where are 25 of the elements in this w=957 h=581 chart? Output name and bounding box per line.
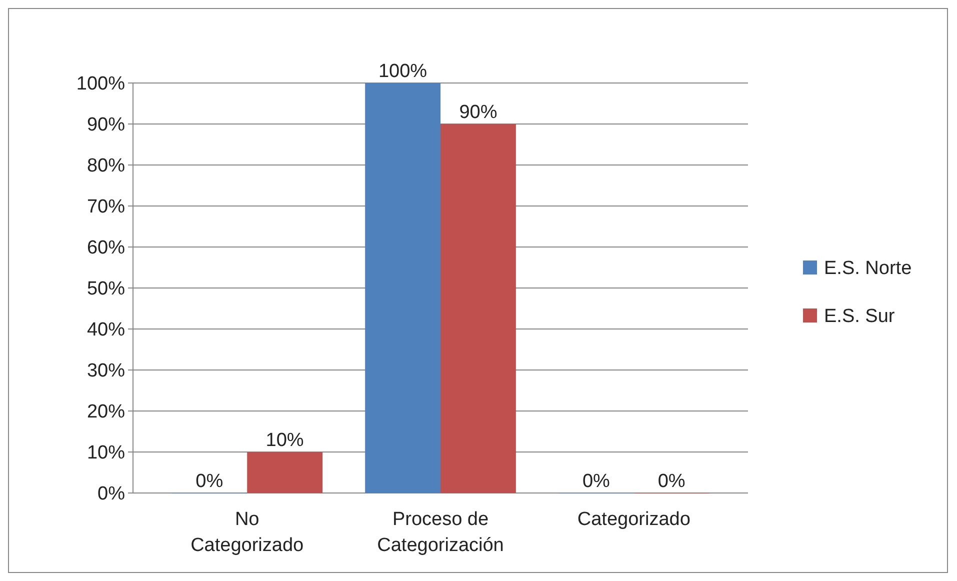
bar xyxy=(365,83,440,493)
data-label: 90% xyxy=(459,102,498,123)
x-tick-label: Proceso de Categorización xyxy=(377,509,504,556)
data-label: 0% xyxy=(658,471,686,492)
legend-label: E.S. Norte xyxy=(824,258,912,280)
y-tick-label: 0% xyxy=(98,484,126,505)
y-tick-label: 30% xyxy=(86,360,126,382)
y-tick-label: 50% xyxy=(86,278,126,300)
data-label: 0% xyxy=(582,471,610,492)
legend-label: E.S. Sur xyxy=(824,306,896,328)
data-label: 0% xyxy=(196,471,224,492)
y-tick-label: 90% xyxy=(86,114,126,136)
y-tick-label: 10% xyxy=(86,442,126,464)
y-tick-label: 100% xyxy=(76,74,126,95)
y-tick-label: 20% xyxy=(86,402,126,423)
y-tick-label: 80% xyxy=(86,156,126,177)
bar xyxy=(247,452,323,493)
x-tick-label: No Categorizado xyxy=(190,509,304,556)
y-tick-label: 60% xyxy=(86,238,126,259)
data-label: 10% xyxy=(266,430,304,451)
data-label: 100% xyxy=(378,61,428,82)
y-tick-label: 40% xyxy=(86,320,126,341)
x-tick-label: Categorizado xyxy=(577,509,690,530)
y-tick-label: 70% xyxy=(86,196,126,218)
bar xyxy=(440,124,516,493)
